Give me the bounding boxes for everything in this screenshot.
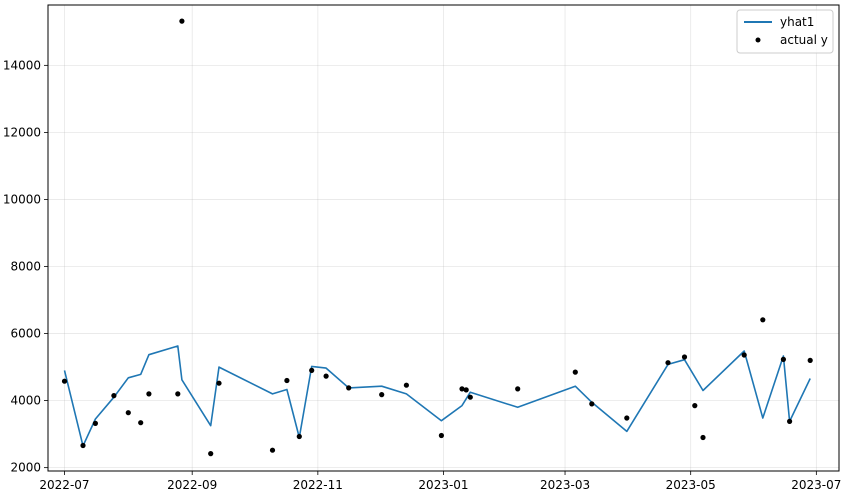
actual-y-point (787, 418, 793, 424)
actual-y-point (346, 385, 352, 391)
y-tick-label: 10000 (3, 192, 41, 206)
actual-y-point (175, 391, 181, 397)
actual-y-point (741, 352, 747, 358)
actual-y-point (269, 447, 276, 453)
x-tick-label: 2022-11 (293, 478, 343, 492)
legend-box (736, 9, 834, 54)
actual-y-point (146, 391, 152, 397)
actual-y-point (681, 354, 688, 360)
legend: yhat1 actual y (736, 9, 834, 54)
actual-y-point (467, 394, 473, 400)
legend-swatch-actual-y (755, 37, 761, 43)
x-tick-label: 2023-01 (418, 478, 468, 492)
actual-y-point (459, 386, 465, 392)
y-tick-label: 2000 (10, 461, 41, 475)
y-tick-label: 4000 (10, 394, 41, 408)
actual-y-point (296, 433, 302, 440)
x-tick-label: 2023-05 (666, 478, 716, 492)
y-tick-label: 12000 (3, 125, 41, 139)
actual-y-point (760, 317, 766, 323)
actual-y-point (463, 387, 469, 393)
actual-y-point (438, 432, 444, 439)
legend-label-yhat1: yhat1 (780, 15, 814, 29)
actual-y-point (92, 420, 98, 426)
actual-y-point (807, 357, 813, 363)
actual-y-point (323, 373, 329, 379)
actual-y-point (138, 420, 144, 426)
y-tick-label: 6000 (10, 327, 41, 341)
x-tick-label: 2023-03 (540, 478, 590, 492)
actual-y-point (284, 377, 290, 384)
actual-y-point (309, 367, 315, 373)
series-yhat1 (63, 345, 811, 447)
actual-y-point (179, 18, 185, 24)
actual-y-point (665, 360, 671, 366)
x-tick-label: 2022-09 (167, 478, 217, 492)
actual-y-point (515, 386, 521, 392)
grid-lines (48, 5, 839, 471)
actual-y-point (589, 401, 595, 407)
y-tick-label: 8000 (10, 259, 41, 273)
actual-y-point (208, 451, 214, 457)
yhat1-line (63, 345, 811, 447)
actual-y-point (403, 382, 409, 388)
actual-y-point (572, 369, 578, 375)
x-tick-label: 2022-07 (39, 478, 89, 492)
actual-y-point (692, 403, 698, 409)
actual-y-point (379, 392, 385, 398)
legend-label-actual-y: actual y (780, 33, 828, 47)
actual-y-point (624, 415, 630, 421)
actual-y-point (780, 356, 787, 362)
actual-y-point (125, 410, 131, 416)
actual-y-point (111, 393, 117, 399)
actual-y-point (61, 378, 68, 384)
x-tick-label: 2023-07 (791, 478, 841, 492)
actual-y-point (216, 380, 222, 386)
actual-y-point (80, 442, 86, 449)
y-tick-label: 14000 (3, 58, 41, 72)
series-actual-y (61, 18, 813, 457)
axis-ticks: 2022-07 2022-09 2022-11 2023-01 2023-03 2023-… (3, 58, 842, 492)
actual-y-point (700, 434, 706, 441)
